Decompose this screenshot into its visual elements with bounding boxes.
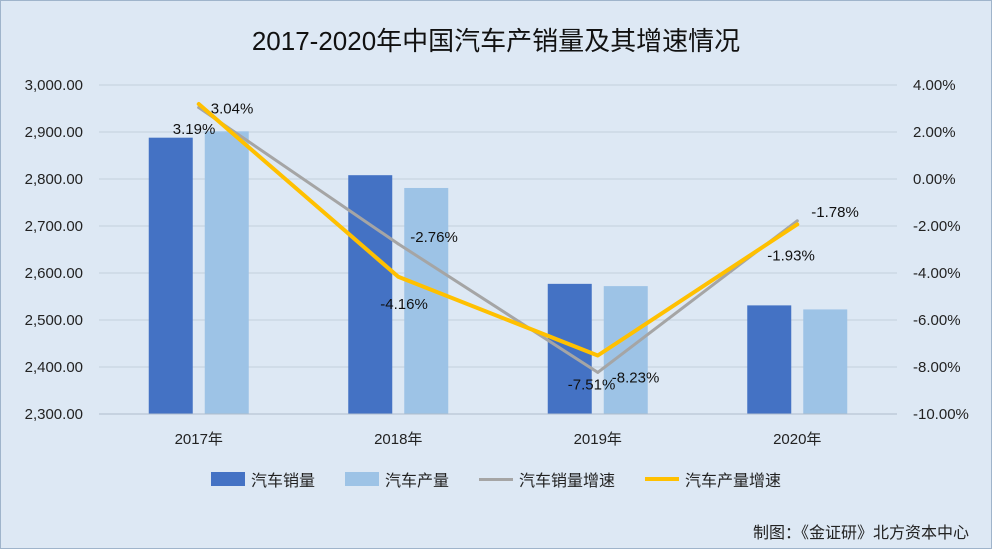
line-point: [795, 222, 799, 226]
legend-swatch-production: [344, 472, 379, 486]
data-label: -1.78%: [811, 204, 859, 221]
legend-item-production[interactable]: 汽车产量: [344, 467, 449, 491]
y-left-tick-label: 2,800.00: [25, 171, 83, 188]
y-right-tick-label: -6.00%: [913, 312, 961, 329]
y-left-tick-label: 2,700.00: [25, 218, 83, 235]
data-label: 3.19%: [173, 121, 216, 138]
y-right-tick-label: -10.00%: [913, 406, 969, 423]
legend-label-sales-growth: 汽车销量增速: [519, 473, 616, 490]
data-label: -7.51%: [568, 376, 616, 393]
legend-swatch-production-growth: [645, 477, 680, 481]
data-label: 3.04%: [211, 101, 254, 118]
axis-layer: 2,300.00 2,400.00 2,500.00 2,600.00 2,700.00…: [25, 77, 969, 448]
data-label: -8.23%: [612, 369, 660, 386]
legend-label-production: 汽车产量: [384, 473, 449, 490]
y-left-tick-label: 2,300.00: [25, 406, 83, 423]
y-left-tick-label: 2,900.00: [25, 124, 83, 141]
y-right-tick-label: -4.00%: [913, 265, 961, 282]
bar: [404, 187, 449, 414]
line-point: [197, 102, 201, 106]
y-right-tick-label: -2.00%: [913, 218, 961, 235]
line-layer: [196, 102, 800, 374]
x-tick-label: 2017年: [175, 431, 223, 448]
y-right-tick-label: 4.00%: [913, 77, 956, 94]
y-left-tick-label: 2,500.00: [25, 312, 83, 329]
y-right-tick-label: -8.00%: [913, 359, 961, 376]
legend-item-sales[interactable]: 汽车销量: [210, 467, 315, 491]
bar: [348, 175, 393, 414]
y-left-tick-label: 3,000.00: [25, 77, 83, 94]
series-line: [196, 102, 800, 358]
bar: [747, 305, 792, 414]
legend-item-sales-growth[interactable]: 汽车销量增速: [479, 467, 615, 491]
legend-swatch-sales-growth: [479, 477, 513, 481]
y-right-tick-label: 0.00%: [913, 171, 956, 188]
source-note: 制图：《金证研》北方资本中心: [752, 525, 969, 542]
x-tick-label: 2019年: [574, 431, 622, 448]
x-tick-label: 2018年: [374, 431, 422, 448]
legend: 汽车销量 汽车产量 汽车销量增速 汽车产量增速: [1, 467, 991, 491]
legend-label-sales: 汽车销量: [250, 473, 315, 490]
data-label: -4.16%: [380, 296, 428, 313]
y-left-tick-label: 2,600.00: [25, 265, 83, 282]
data-label: -2.76%: [410, 229, 458, 246]
legend-label-production-growth: 汽车产量增速: [685, 473, 782, 490]
line-point: [396, 242, 400, 246]
series-line: [197, 106, 799, 374]
legend-swatch-sales: [210, 472, 245, 486]
legend-item-production-growth[interactable]: 汽车产量增速: [645, 467, 781, 491]
line-point: [396, 275, 400, 279]
y-right-tick-label: 2.00%: [913, 124, 956, 141]
x-tick-label: 2020年: [773, 431, 821, 448]
line-point: [596, 353, 600, 357]
y-left-tick-label: 2,400.00: [25, 359, 83, 376]
bar: [803, 309, 848, 414]
bar: [204, 131, 249, 415]
line-point: [795, 219, 799, 223]
label-layer: 3.04% -2.76% -8.23% -1.78% 3.19% -4.16% -7.51%…: [173, 101, 859, 394]
bar: [148, 137, 193, 414]
chart-title: 2017-2020年中国汽车产销量及其增速情况: [251, 26, 741, 56]
line-point: [596, 370, 600, 374]
data-label: -1.93%: [767, 247, 815, 264]
bar-layer: [148, 131, 848, 415]
